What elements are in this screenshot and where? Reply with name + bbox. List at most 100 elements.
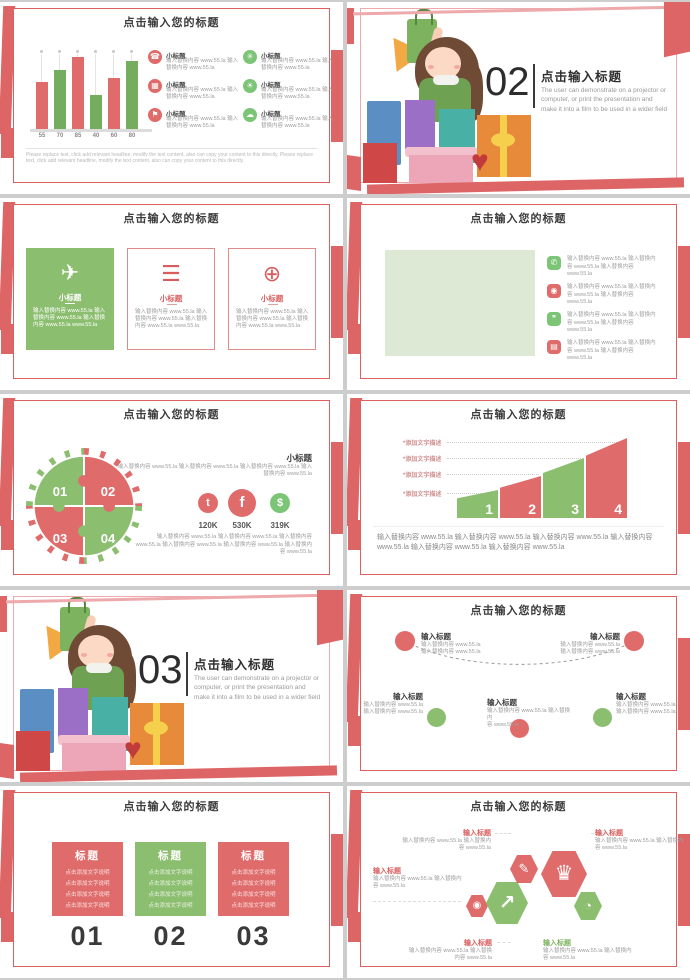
heart-icon: ♥ bbox=[124, 733, 142, 766]
item-heading: 小标题 bbox=[166, 82, 186, 89]
feature-card: ☰ 小标题 输入替换内容 www.55.la 输入替换内容 www.55.la … bbox=[127, 248, 215, 350]
divider bbox=[533, 64, 535, 108]
slide-9-thumbnail[interactable]: 点击输入您的标题 标题 点击添加文字说明 点击添加文字说明 点击添加文字说明 点… bbox=[0, 786, 343, 978]
sub-heading: 小标题 bbox=[286, 453, 312, 463]
bar bbox=[36, 82, 48, 129]
node-label: 输入标题 输入替换内容 www.55.la 输入替换内容 www.55.la bbox=[528, 631, 620, 656]
gift-box bbox=[62, 743, 126, 771]
node-label: 输入标题 输入替换内容 www.55.la 输入替换内 容 www.55.la bbox=[487, 697, 573, 729]
timeline-node bbox=[395, 631, 415, 651]
chart-guide bbox=[94, 50, 97, 129]
slide-canvas: 点击输入您的标题 ◉ ↗ ✎ ♛ ◔ 输入标题 输入替换内容 www.55.la… bbox=[360, 792, 684, 967]
item-text: 输入替换内容 www.55.la 输入替换内容 www.55.la bbox=[261, 116, 334, 129]
trend-up-icon: ↗ bbox=[486, 882, 528, 924]
content-box: 标题 点击添加文字说明 点击添加文字说明 点击添加文字说明 点击添加文字说明 bbox=[52, 842, 123, 916]
box-line: 点击添加文字说明 bbox=[65, 892, 110, 898]
list-item: ☁ 小标题 输入替换内容 www.55.la 输入替换内容 www.55.la bbox=[243, 108, 337, 136]
connector-line bbox=[495, 833, 511, 834]
tick-label: 85 bbox=[74, 133, 82, 139]
deco-red-sliver bbox=[0, 596, 7, 632]
slide-7-thumbnail[interactable]: ♥ 03 点击输入标题 The user can demonstrate on … bbox=[0, 590, 343, 782]
slide-1-thumbnail[interactable]: 点击输入您的标题 55 70 85 40 60 80 bbox=[0, 2, 343, 194]
item-text: 输入替换内容 www.55.la 输入替换内容 www.55.la bbox=[166, 87, 239, 100]
step-label: *添加文字描述 bbox=[403, 457, 442, 463]
hex-label: 输入标题 输入替换内容 www.55.la 输入替换内容 www.55.la bbox=[401, 828, 491, 852]
puzzle-number: 01 bbox=[52, 484, 68, 499]
step-number: 4 bbox=[614, 501, 622, 517]
slide-2-thumbnail[interactable]: ♥ 02 点击输入标题 The user can demonstrate on … bbox=[347, 2, 690, 194]
step-number: 3 bbox=[571, 501, 579, 517]
content-box: 标题 点击添加文字说明 点击添加文字说明 点击添加文字说明 点击添加文字说明 bbox=[218, 842, 289, 916]
weibo-icon: ◉ bbox=[547, 284, 561, 298]
puzzle-number: 02 bbox=[100, 484, 116, 499]
slide-title: 点击输入您的标题 bbox=[123, 801, 220, 813]
bar bbox=[72, 56, 84, 129]
wechat-icon: ❞ bbox=[547, 312, 561, 326]
deco-red-wedge bbox=[0, 743, 14, 779]
slide-3-thumbnail[interactable]: 点击输入您的标题 ✈ 小标题 输入替换内容 www.55.la 输入替换内容 w… bbox=[0, 198, 343, 390]
tick-label: 80 bbox=[128, 133, 136, 139]
box-line: 点击添加文字说明 bbox=[231, 892, 276, 898]
item-heading: 小标题 bbox=[261, 111, 281, 118]
gift-bag bbox=[58, 688, 88, 738]
list-item: ☀ 小标题 输入替换内容 www.55.la 输入替换内容 www.55.la bbox=[243, 79, 337, 107]
slide-6-thumbnail[interactable]: 点击输入您的标题 *添加文字描述 *添加文字描述 *添加文字描述 *添加文字描述… bbox=[347, 394, 690, 586]
slide-title: 点击输入您的标题 bbox=[123, 17, 220, 29]
leader-line bbox=[447, 442, 625, 443]
body-text: 输入替换内容 www.55.la 输入替换内容 www.55.la 输入替换内容… bbox=[117, 464, 312, 477]
heart-icon: ♥ bbox=[471, 145, 489, 178]
box-line: 点击添加文字说明 bbox=[231, 903, 276, 909]
blush bbox=[81, 653, 87, 657]
body-text: 输入替换内容 www.55.la 输入替换内容 www.55.la 输入替换内容… bbox=[135, 534, 312, 555]
ball-icon: ◉ bbox=[466, 895, 488, 917]
slide-canvas: 点击输入您的标题 输入标题 输入替换内容 www.55.la 输入替换内容 ww… bbox=[360, 596, 677, 771]
box-heading: 标题 bbox=[158, 850, 183, 862]
timeline-arc bbox=[404, 640, 635, 665]
node-text: 输入替换内容 www.55.la 输入替换内容 www.55.la bbox=[560, 642, 620, 655]
step-number: 1 bbox=[485, 501, 493, 517]
item-heading: 小标题 bbox=[166, 111, 186, 118]
box-line: 点击添加文字说明 bbox=[148, 892, 193, 898]
list-item: ⚑ 小标题 输入替换内容 www.55.la 输入替换内容 www.55.la bbox=[148, 108, 242, 136]
label-text: 输入替换内容 www.55.la 输入替换内容 www.55.la bbox=[408, 948, 492, 961]
phone-circle-icon: ✆ bbox=[547, 256, 561, 270]
label-text: 输入替换内容 www.55.la 输入替换内容 www.55.la bbox=[402, 838, 491, 851]
connector-line bbox=[373, 901, 461, 902]
big-number: 01 bbox=[70, 921, 105, 951]
slide-5-thumbnail[interactable]: 点击输入您的标题 01 02 03 04 小标题 输入替换内容 www.55.l… bbox=[0, 394, 343, 586]
slide-8-thumbnail[interactable]: 点击输入您的标题 输入标题 输入替换内容 www.55.la 输入替换内容 ww… bbox=[347, 590, 690, 782]
body-text: 输入替换内容 www.55.la 输入替换内容 www.55.la 输入替换内容… bbox=[377, 534, 653, 551]
deco-red-notch bbox=[331, 834, 343, 926]
card-text: 输入替换内容 www.55.la 输入替换内容 www.55.la 输入替换内容… bbox=[236, 309, 309, 329]
step-shape: 4 bbox=[586, 438, 627, 518]
signal-icon: ✳ bbox=[243, 50, 257, 64]
section-body: The user can demonstrate on a projector … bbox=[541, 87, 668, 113]
node-text: 输入替换内容 www.55.la 输入替换内容 www.55.la bbox=[616, 702, 676, 715]
label-heading: 输入标题 bbox=[543, 940, 571, 947]
slide-canvas: ♥ 03 点击输入标题 The user can demonstrate on … bbox=[13, 596, 330, 771]
card-text: 输入替换内容 www.55.la 输入替换内容 www.55.la 输入替换内容… bbox=[33, 308, 106, 328]
deco-red-notch bbox=[678, 246, 690, 338]
label-heading: 输入标题 bbox=[464, 940, 492, 947]
bar bbox=[54, 69, 66, 129]
box-line: 点击添加文字说明 bbox=[231, 881, 276, 887]
slide-4-thumbnail[interactable]: 点击输入您的标题 ✆ 输入替换内容 www.55.la 输入替换内容 www.5… bbox=[347, 198, 690, 390]
item-text: 输入替换内容 www.55.la 输入替换内容 www.55.la 输入替换内容… bbox=[567, 312, 656, 333]
list-item: ☎ 小标题 输入替换内容 www.55.la 输入替换内容 www.55.la bbox=[148, 50, 242, 78]
step-label: *添加文字描述 bbox=[403, 441, 442, 447]
slide-10-thumbnail[interactable]: 点击输入您的标题 ◉ ↗ ✎ ♛ ◔ 输入标题 输入替换内容 www.55.la… bbox=[347, 786, 690, 978]
stat-value: 319K bbox=[270, 521, 290, 530]
label-heading: 输入标题 bbox=[463, 830, 491, 837]
leader-line bbox=[447, 474, 539, 475]
label-text: 输入替换内容 www.55.la 输入替换内容 www.55.la bbox=[373, 876, 462, 889]
card-heading: 小标题 bbox=[58, 293, 82, 302]
timeline-node bbox=[427, 708, 446, 727]
deco-red-wedge bbox=[347, 155, 361, 191]
face-shape bbox=[425, 47, 461, 80]
box-line: 点击添加文字说明 bbox=[148, 881, 193, 887]
deco-red-notch bbox=[331, 50, 343, 142]
node-text: 输入替换内容 www.55.la 输入替换内容 www.55.la bbox=[421, 642, 481, 655]
section-number: 03 bbox=[138, 648, 183, 692]
bar bbox=[90, 95, 102, 129]
